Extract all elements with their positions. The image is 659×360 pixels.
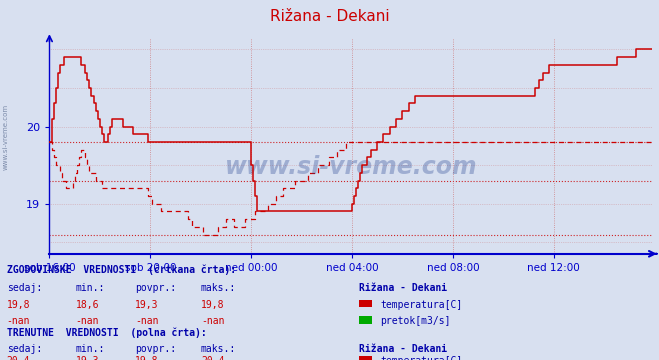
Text: -nan: -nan	[7, 316, 30, 326]
Text: TRENUTNE  VREDNOSTI  (polna črta):: TRENUTNE VREDNOSTI (polna črta):	[7, 328, 206, 338]
Text: Rižana - Dekani: Rižana - Dekani	[270, 9, 389, 24]
Text: ZGODOVINSKE  VREDNOSTI  (črtkana črta):: ZGODOVINSKE VREDNOSTI (črtkana črta):	[7, 265, 236, 275]
Text: min.:: min.:	[76, 283, 105, 293]
Text: 19,3: 19,3	[135, 300, 159, 310]
Text: 19,8: 19,8	[201, 300, 225, 310]
Text: maks.:: maks.:	[201, 283, 236, 293]
Text: Rižana - Dekani: Rižana - Dekani	[359, 283, 447, 293]
Text: 19,3: 19,3	[76, 356, 100, 360]
Text: sedaj:: sedaj:	[7, 283, 42, 293]
Text: min.:: min.:	[76, 344, 105, 354]
Text: 20,4: 20,4	[7, 356, 30, 360]
Text: maks.:: maks.:	[201, 344, 236, 354]
Text: 19,8: 19,8	[135, 356, 159, 360]
Text: 19,8: 19,8	[7, 300, 30, 310]
Text: www.si-vreme.com: www.si-vreme.com	[2, 104, 9, 170]
Text: pretok[m3/s]: pretok[m3/s]	[380, 316, 451, 326]
Text: povpr.:: povpr.:	[135, 283, 176, 293]
Text: 20,4: 20,4	[201, 356, 225, 360]
Text: -nan: -nan	[76, 316, 100, 326]
Text: Rižana - Dekani: Rižana - Dekani	[359, 344, 447, 354]
Text: -nan: -nan	[201, 316, 225, 326]
Text: 18,6: 18,6	[76, 300, 100, 310]
Text: temperatura[C]: temperatura[C]	[380, 300, 463, 310]
Text: temperatura[C]: temperatura[C]	[380, 356, 463, 360]
Text: -nan: -nan	[135, 316, 159, 326]
Text: povpr.:: povpr.:	[135, 344, 176, 354]
Text: sedaj:: sedaj:	[7, 344, 42, 354]
Text: www.si-vreme.com: www.si-vreme.com	[225, 156, 477, 179]
